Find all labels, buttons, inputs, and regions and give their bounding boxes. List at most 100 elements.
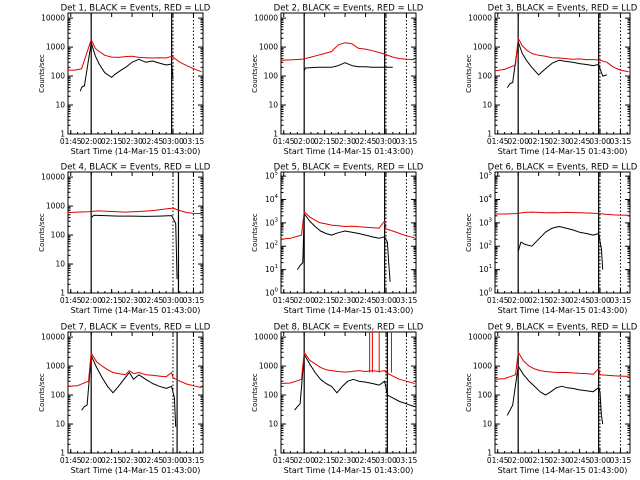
y-tick-label: 10000 — [41, 14, 65, 23]
series-events — [506, 365, 604, 425]
series-lld — [280, 42, 415, 61]
x-tick-label: 01:45 — [273, 137, 295, 146]
y-tick-label: 1 — [273, 449, 278, 458]
y-axis-label: Counts/sec — [251, 373, 259, 412]
x-tick-label: 03:00 — [162, 137, 184, 146]
plot-frame — [494, 12, 631, 135]
x-axis-label: Start Time (14-Mar-15 01:43:00) — [71, 306, 201, 315]
x-tick-label: 01:45 — [273, 456, 295, 465]
x-tick-label: 02:00 — [80, 137, 102, 146]
series-events — [81, 355, 177, 427]
x-tick-label: 02:45 — [142, 456, 164, 465]
series-lld — [280, 351, 415, 384]
y-tick-label: 100 — [51, 231, 66, 240]
x-tick-label: 03:00 — [375, 456, 397, 465]
y-tick-label: 102 — [479, 241, 492, 251]
y-tick-label: 1000 — [259, 362, 278, 371]
y-tick-label: 10 — [55, 260, 65, 269]
x-tick-label: 03:00 — [589, 296, 611, 305]
plot-frame — [67, 12, 204, 135]
panel-title: Det 4, BLACK = Events, RED = LLD — [61, 163, 211, 173]
y-tick-label: 101 — [479, 264, 492, 274]
y-tick-label: 100 — [51, 72, 66, 81]
y-tick-label: 10000 — [41, 173, 65, 182]
x-tick-label: 02:00 — [80, 296, 102, 305]
panel-det-1: Det 1, BLACK = Events, RED = LLD01:4502:… — [38, 4, 211, 157]
series-events — [79, 42, 174, 92]
x-tick-label: 01:45 — [487, 296, 509, 305]
x-tick-label: 02:30 — [334, 456, 356, 465]
x-tick-label: 02:15 — [314, 456, 336, 465]
x-tick-label: 02:45 — [355, 296, 377, 305]
x-tick-label: 02:45 — [569, 296, 591, 305]
y-axis-label: Counts/sec — [465, 213, 473, 252]
y-axis-label: Counts/sec — [465, 373, 473, 412]
y-tick-label: 105 — [265, 171, 279, 181]
x-tick-label: 02:00 — [293, 137, 315, 146]
y-tick-label: 1 — [60, 449, 65, 458]
y-tick-label: 1000 — [46, 43, 65, 52]
y-axis-label: Counts/sec — [38, 54, 46, 93]
y-tick-label: 1000 — [46, 202, 65, 211]
panel-title: Det 7, BLACK = Events, RED = LLD — [61, 323, 211, 333]
series-lld — [494, 351, 629, 380]
x-tick-label: 02:15 — [314, 137, 336, 146]
y-tick-label: 10000 — [41, 333, 65, 342]
y-axis-label: Counts/sec — [465, 54, 473, 93]
y-tick-label: 1 — [60, 289, 65, 298]
x-axis-label: Start Time (14-Mar-15 01:43:00) — [71, 466, 201, 475]
series-events — [294, 354, 415, 411]
panel-title: Det 1, BLACK = Events, RED = LLD — [61, 4, 211, 14]
x-tick-label: 03:00 — [589, 137, 611, 146]
y-tick-label: 10000 — [254, 14, 278, 23]
plot-frame — [280, 12, 417, 135]
x-axis-label: Start Time (14-Mar-15 01:43:00) — [284, 147, 414, 156]
y-tick-label: 100 — [265, 288, 279, 298]
x-tick-label: 02:15 — [528, 137, 550, 146]
x-tick-label: 02:30 — [121, 296, 143, 305]
x-tick-label: 02:30 — [334, 137, 356, 146]
x-tick-label: 03:15 — [610, 456, 632, 465]
y-tick-label: 105 — [479, 171, 493, 181]
x-tick-label: 02:45 — [142, 296, 164, 305]
plot-frame — [280, 331, 417, 454]
plot-frame — [494, 331, 631, 454]
panel-title: Det 8, BLACK = Events, RED = LLD — [274, 323, 424, 333]
y-axis-label: Counts/sec — [38, 373, 46, 412]
x-tick-label: 01:45 — [273, 296, 295, 305]
y-tick-label: 100 — [478, 391, 493, 400]
x-tick-label: 03:15 — [183, 137, 205, 146]
series-events — [90, 214, 178, 280]
panel-det-9: Det 9, BLACK = Events, RED = LLD01:4502:… — [465, 323, 638, 476]
series-lld — [495, 211, 629, 216]
x-tick-label: 02:30 — [121, 456, 143, 465]
x-tick-label: 03:15 — [396, 296, 418, 305]
x-tick-label: 02:30 — [548, 456, 570, 465]
x-tick-label: 02:30 — [548, 296, 570, 305]
y-tick-label: 1 — [273, 130, 278, 139]
x-axis-label: Start Time (14-Mar-15 01:43:00) — [284, 306, 414, 315]
series-lld — [67, 207, 202, 215]
y-axis-label: Counts/sec — [251, 54, 259, 93]
plot-frame — [494, 171, 631, 294]
x-tick-label: 02:00 — [80, 456, 102, 465]
x-tick-label: 03:00 — [589, 456, 611, 465]
x-tick-label: 02:15 — [528, 456, 550, 465]
series-events — [296, 213, 391, 282]
x-tick-label: 02:15 — [101, 137, 123, 146]
x-tick-label: 03:15 — [183, 456, 205, 465]
y-tick-label: 1 — [60, 130, 65, 139]
x-tick-label: 03:00 — [162, 296, 184, 305]
y-tick-label: 10 — [268, 420, 278, 429]
x-axis-label: Start Time (14-Mar-15 01:43:00) — [498, 466, 628, 475]
y-axis-label: Counts/sec — [38, 213, 46, 252]
x-tick-label: 02:15 — [528, 296, 550, 305]
x-tick-label: 02:15 — [101, 296, 123, 305]
panel-title: Det 2, BLACK = Events, RED = LLD — [274, 4, 424, 14]
x-tick-label: 02:45 — [355, 456, 377, 465]
x-tick-label: 02:00 — [293, 296, 315, 305]
panel-det-2: Det 2, BLACK = Events, RED = LLD01:4502:… — [251, 4, 424, 157]
panel-title: Det 3, BLACK = Events, RED = LLD — [488, 4, 638, 14]
x-tick-label: 02:00 — [293, 456, 315, 465]
